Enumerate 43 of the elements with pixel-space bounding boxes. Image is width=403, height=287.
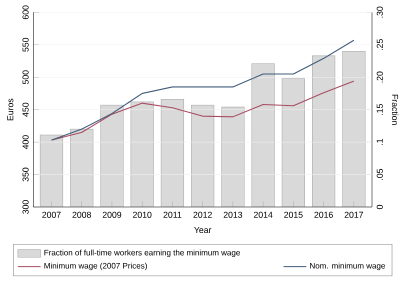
x-tick-label: 2008 <box>72 212 91 218</box>
x-tick-label: 2007 <box>42 212 61 218</box>
x-tick-label: 2012 <box>193 212 212 218</box>
y-tick-label: 600 <box>22 5 29 20</box>
x-tick-label: 2010 <box>132 212 152 218</box>
y2-tick-label: .20 <box>376 72 383 82</box>
legend-label: Nom. minimum wage <box>310 262 385 270</box>
bar <box>312 56 335 208</box>
y-tick-label: 300 <box>22 200 29 214</box>
y-tick-label: 350 <box>22 168 29 182</box>
bar <box>130 102 154 208</box>
x-tick-label: 2017 <box>344 212 364 218</box>
bar <box>40 134 63 208</box>
bar <box>100 105 124 208</box>
bar <box>282 78 305 208</box>
bar <box>161 99 184 208</box>
bar <box>342 51 366 208</box>
bar <box>191 105 214 208</box>
x-tick-label: 2014 <box>254 212 273 218</box>
y2-tick-label: .15 <box>376 104 383 115</box>
y-tick-label: 450 <box>22 102 29 117</box>
legend-label: Minimum wage (2007 Prices) <box>44 262 147 270</box>
y2-tick-label: 0 <box>376 204 383 210</box>
bar <box>70 129 94 208</box>
y2-tick-label: .05 <box>376 168 383 180</box>
bar <box>252 64 274 208</box>
y-tick-label: 550 <box>22 38 29 52</box>
y2-axis-title: Fraction <box>392 94 398 125</box>
y-tick-label: 500 <box>22 70 29 84</box>
bar <box>222 107 244 208</box>
y2-tick-label: .1 <box>376 138 383 145</box>
x-tick-label: 2013 <box>224 212 242 218</box>
x-tick-label: 2009 <box>102 212 122 218</box>
y2-tick-label: .25 <box>376 39 383 50</box>
x-tick-label: 2015 <box>284 212 303 218</box>
y-tick-label: 400 <box>22 135 29 150</box>
line-series <box>50 80 354 141</box>
x-axis-title: Year <box>194 227 212 234</box>
y-axis-title: Euros <box>7 98 14 120</box>
x-tick-label: 2011 <box>164 212 182 218</box>
legend-label: Fraction of full-time workers earning the minimum wage <box>44 250 240 258</box>
y2-tick-label: .30 <box>376 6 383 18</box>
x-tick-label: 2016 <box>314 212 333 218</box>
